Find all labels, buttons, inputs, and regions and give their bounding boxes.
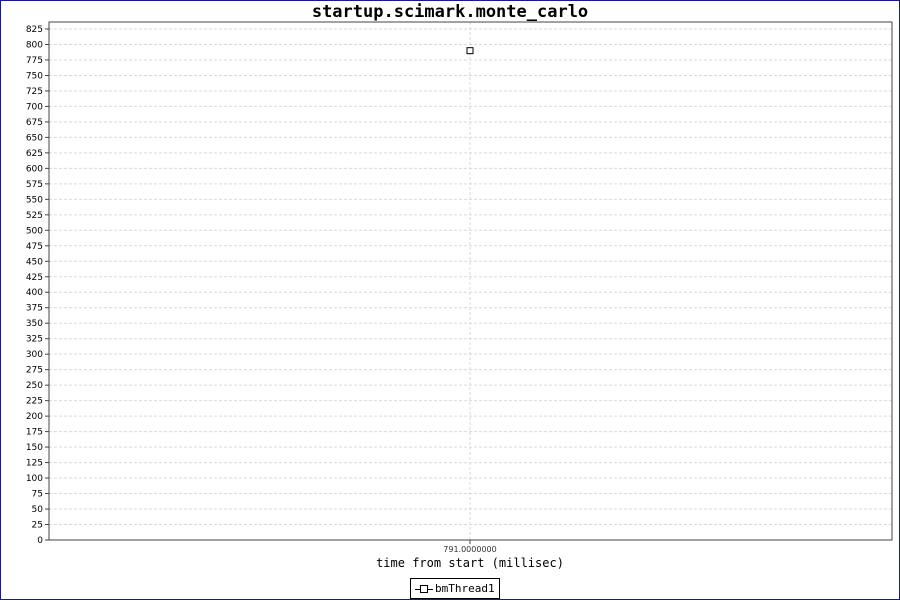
y-ticks: 0 25 50 75 100 125 150 175 200 225 250 275 300 325 350… <box>26 25 49 546</box>
y-tick-label: 800 <box>26 40 43 50</box>
x-ticks: 791.0000000 <box>443 540 497 554</box>
y-tick-label: 200 <box>26 412 43 422</box>
y-tick-label: 825 <box>26 25 43 35</box>
y-tick-label: 275 <box>26 366 43 376</box>
x-tick-label: 791.0000000 <box>443 545 496 554</box>
y-tick-label: 300 <box>26 350 43 360</box>
y-tick-label: 225 <box>26 397 43 407</box>
legend: bmThread1 <box>410 578 500 599</box>
y-tick-label: 775 <box>26 56 43 66</box>
y-tick-label: 425 <box>26 273 43 283</box>
legend-marker-icon <box>415 584 433 594</box>
y-tick-label: 75 <box>32 490 43 500</box>
y-tick-label: 400 <box>26 288 43 298</box>
y-tick-label: 725 <box>26 87 43 97</box>
y-tick-label: 175 <box>26 428 43 438</box>
y-tick-label: 600 <box>26 164 43 174</box>
y-tick-label: 675 <box>26 118 43 128</box>
y-tick-label: 750 <box>26 71 43 81</box>
y-tick-label: 325 <box>26 335 43 345</box>
y-tick-label: 25 <box>32 521 43 531</box>
y-tick-label: 125 <box>26 459 43 469</box>
y-tick-label: 100 <box>26 474 43 484</box>
x-axis-label: time from start (millisec) <box>376 556 564 570</box>
y-tick-label: 150 <box>26 443 43 453</box>
y-tick-label: 450 <box>26 257 43 267</box>
y-tick-label: 375 <box>26 304 43 314</box>
data-point-bmThread1 <box>466 47 474 55</box>
y-tick-label: 525 <box>26 211 43 221</box>
grid-lines <box>49 22 892 540</box>
legend-item-bmThread1: bmThread1 <box>435 582 495 595</box>
y-tick-label: 700 <box>26 102 43 112</box>
y-tick-label: 250 <box>26 381 43 391</box>
y-tick-label: 50 <box>32 505 44 515</box>
y-tick-label: 625 <box>26 149 43 159</box>
y-tick-label: 475 <box>26 242 43 252</box>
y-tick-label: 0 <box>37 536 43 546</box>
y-tick-label: 350 <box>26 319 43 329</box>
y-tick-label: 575 <box>26 180 43 190</box>
data-points <box>466 47 474 55</box>
y-tick-label: 650 <box>26 133 43 143</box>
y-tick-label: 550 <box>26 195 43 205</box>
y-tick-label: 500 <box>26 226 43 236</box>
chart-title: startup.scimark.monte_carlo <box>311 2 589 22</box>
